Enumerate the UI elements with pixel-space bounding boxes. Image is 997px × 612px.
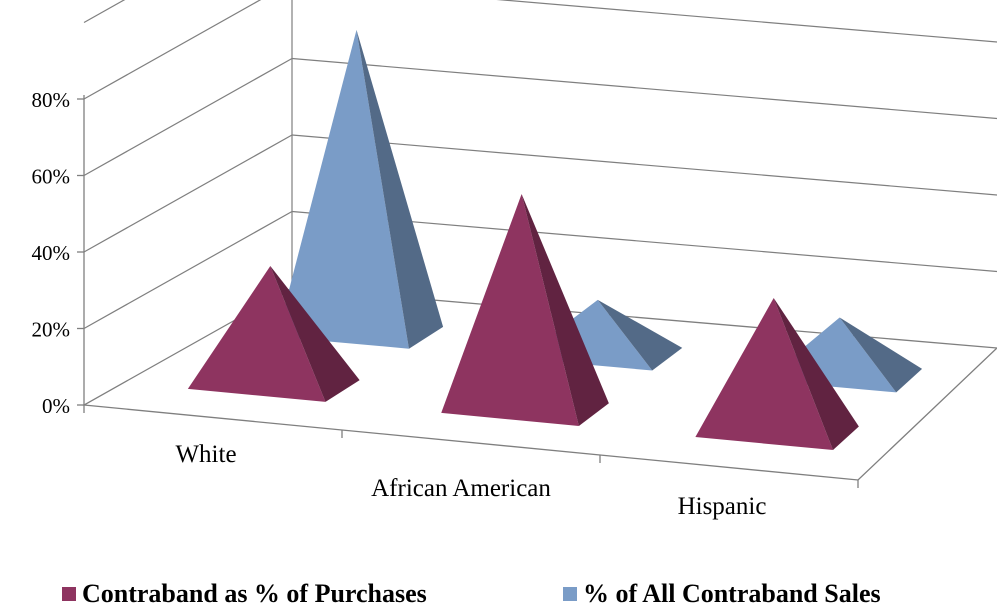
pyramid-bar-purchases-hispanic (695, 297, 859, 451)
y-tick-label: 40% (32, 241, 71, 265)
pyramid-face-front (695, 297, 834, 451)
y-axis-ticks: 0% 20% 40% 60% 80% (32, 88, 84, 418)
x-axis-ticks: White African American Hispanic (83, 405, 859, 520)
legend-label-purchases: Contraband as % of Purchases (82, 579, 427, 608)
gridline-side (83, 57, 293, 177)
x-category-label: Hispanic (678, 493, 767, 520)
gridline-side (83, 210, 293, 330)
legend: Contraband as % of Purchases % of All Co… (0, 576, 997, 612)
gridline-side (83, 0, 262, 100)
chart-marks (187, 29, 923, 451)
pyramid-bar-sales-white (276, 29, 444, 349)
pyramid-face-front (441, 194, 579, 426)
pyramid-bar-purchases-african-american (441, 194, 609, 426)
y-tick-label: 60% (32, 165, 71, 189)
gridline-back (291, 57, 997, 120)
gridline-side (83, 0, 126, 24)
legend-swatch-sales (563, 587, 577, 601)
pyramid-face-front (276, 29, 409, 349)
pyramid-face-side (773, 297, 859, 451)
pyramid-face-side (356, 29, 444, 349)
x-category-label: African American (371, 475, 551, 502)
y-tick-label: 80% (32, 88, 71, 112)
pyramid-face-side (521, 194, 609, 426)
pyramid-face-side (597, 299, 683, 371)
gridline-back (291, 134, 997, 196)
legend-swatch-purchases (62, 587, 76, 601)
gridline-side (83, 134, 293, 253)
gridline-back (496, 0, 997, 43)
pyramid-bar-purchases-white (187, 266, 360, 402)
pyramid-face-side (270, 266, 360, 402)
legend-label-sales: % of All Contraband Sales (583, 579, 881, 608)
y-tick-label: 0% (42, 394, 70, 418)
pyramid-face-front (187, 266, 326, 402)
x-category-label: White (175, 441, 236, 468)
y-tick-label: 20% (32, 318, 71, 342)
legend-item-contraband-sales: % of All Contraband Sales (563, 576, 881, 612)
legend-item-contraband-purchases: Contraband as % of Purchases (62, 576, 427, 612)
pyramid-face-side (839, 317, 923, 393)
